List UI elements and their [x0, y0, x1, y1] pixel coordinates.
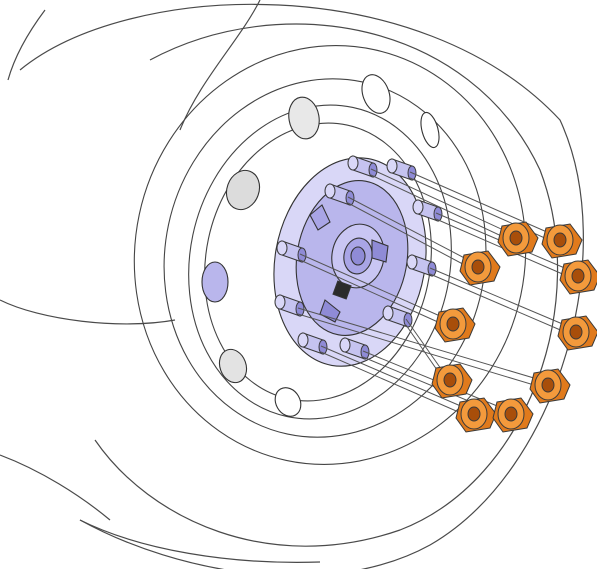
nut-hole	[446, 316, 460, 332]
stud-tip	[406, 254, 418, 270]
nut-hole	[571, 268, 585, 284]
lug-nut	[431, 363, 473, 399]
stud-tip	[412, 199, 424, 215]
lug-nuts	[431, 221, 597, 433]
tire-tread-line	[0, 454, 111, 521]
guide-line	[370, 174, 513, 242]
lug-nut	[557, 315, 597, 351]
guide-line	[409, 171, 557, 237]
lug-nut	[559, 259, 597, 295]
guide-line	[320, 351, 471, 418]
vent-hole	[274, 387, 302, 417]
stud-tip	[297, 332, 309, 348]
vent-hole	[201, 261, 229, 303]
guide-line	[405, 318, 447, 377]
hub-cap-center	[350, 246, 366, 266]
nut-hole	[443, 372, 457, 388]
stud-tip	[274, 294, 286, 310]
guide-line	[347, 196, 475, 264]
nut-hole	[541, 377, 555, 393]
rim-vent-holes	[201, 74, 440, 417]
lug-nut	[459, 250, 501, 286]
stud-base	[403, 312, 413, 328]
vent-hole	[225, 169, 261, 211]
stud-tip	[324, 183, 336, 199]
lug-nut	[492, 397, 534, 433]
guide-line	[299, 253, 450, 321]
vent-hole	[288, 96, 320, 140]
nut-hole	[467, 406, 481, 422]
stud-tip	[339, 337, 351, 353]
nut-hole	[504, 406, 518, 422]
stud-tip	[382, 305, 394, 321]
lug-nut	[455, 397, 497, 433]
guide-line	[299, 259, 450, 328]
hub-detail	[309, 204, 331, 231]
wheel-stud	[382, 305, 413, 328]
guide-line	[320, 345, 471, 411]
stud-tip	[347, 155, 359, 171]
guide-line	[429, 267, 573, 329]
guide-line	[370, 168, 513, 235]
nut-hole	[509, 230, 523, 246]
guide-line	[429, 273, 573, 336]
lug-nut	[529, 368, 571, 404]
tire-left-edge	[7, 9, 46, 81]
guide-line	[297, 313, 545, 389]
stud-tip	[386, 158, 398, 174]
tire-bead-line	[0, 299, 176, 325]
nut-hole	[569, 324, 583, 340]
guide-line	[347, 202, 475, 271]
tire-bottom-edge	[79, 519, 321, 563]
nut-hole	[471, 259, 485, 275]
vent-hole	[218, 348, 248, 384]
rim-flange-ring	[163, 78, 487, 438]
hub-checker	[332, 280, 352, 300]
wheel-stud	[297, 332, 328, 355]
wheel-stud	[347, 155, 378, 178]
wheel-stud	[339, 337, 370, 360]
hub-lug	[371, 239, 389, 263]
rim-outer-ring	[133, 45, 527, 465]
guide-line	[297, 307, 545, 382]
lug-nut	[434, 307, 476, 343]
tire-top-line	[179, 0, 261, 131]
wheel-stud	[406, 254, 437, 277]
stud-tip	[276, 240, 288, 256]
tire-sidewall-line	[94, 23, 559, 547]
lug-nut	[497, 221, 539, 257]
lug-nut	[541, 223, 583, 259]
nut-hole	[553, 232, 567, 248]
vent-hole	[420, 111, 440, 149]
wheel-stud	[274, 294, 305, 317]
vent-hole	[361, 74, 391, 114]
